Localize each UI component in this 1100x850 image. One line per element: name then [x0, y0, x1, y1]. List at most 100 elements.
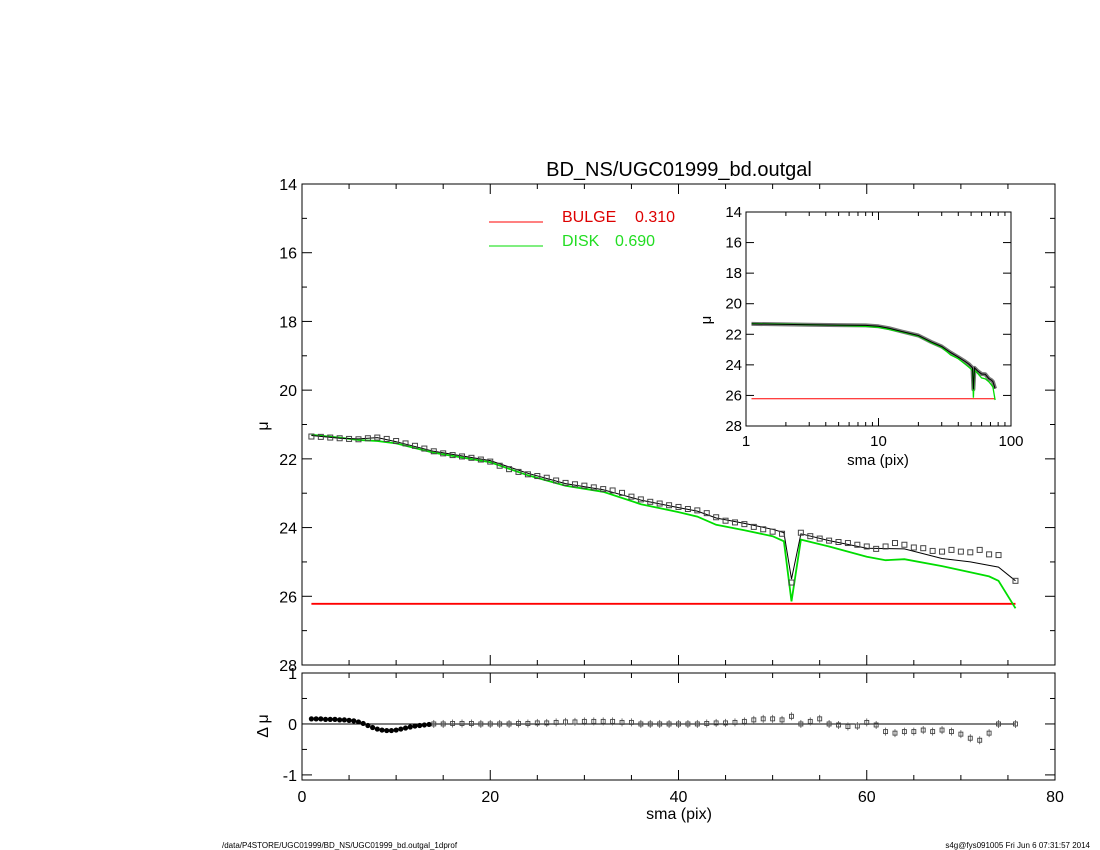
residual-point: [308, 716, 315, 722]
data-point: [487, 458, 494, 465]
residual-point: [779, 717, 785, 723]
legend-disk-value: 0.690: [615, 233, 655, 250]
main-ytick-label: 24: [279, 521, 297, 538]
inset-ytick-label: 18: [725, 265, 742, 282]
residual-point: [497, 721, 503, 727]
residual-point: [398, 726, 404, 732]
inset-ytick-label: 20: [725, 296, 742, 313]
residual-xtick-label: 80: [1046, 789, 1064, 806]
data-point: [948, 546, 955, 553]
residual-point: [657, 721, 663, 727]
residual-point: [478, 721, 484, 727]
residual-ytick-label: 0: [288, 717, 297, 734]
inset-disk-line: [751, 322, 996, 401]
residual-point: [996, 721, 1001, 727]
residual-point: [958, 731, 964, 737]
residual-point: [930, 729, 936, 735]
footer-path: /data/P4STORE/UGC01999/BD_NS/UGC01999_bd…: [222, 841, 458, 850]
residual-point: [516, 720, 521, 726]
residual-point: [313, 716, 319, 722]
data-point: [346, 435, 353, 442]
data-point: [506, 466, 513, 473]
inset-ytick-label: 24: [725, 357, 742, 374]
data-point: [1012, 577, 1019, 584]
residual-point: [544, 720, 550, 726]
residual-point: [337, 717, 343, 723]
residual-point: [807, 718, 813, 724]
residual-point: [817, 716, 823, 722]
residual-point: [318, 716, 324, 722]
residual-point: [379, 727, 385, 733]
residual-point: [402, 725, 409, 731]
data-point: [543, 474, 550, 481]
residual-point: [374, 726, 380, 732]
residual-point: [892, 730, 898, 736]
data-point: [854, 541, 861, 548]
data-point: [694, 507, 701, 514]
legend: BULGE 0.310 DISK 0.690: [489, 209, 675, 250]
data-point: [468, 454, 475, 461]
residual-point: [581, 718, 587, 724]
residual-point: [431, 721, 437, 727]
inset-ytick-label: 26: [725, 387, 742, 404]
residual-point: [836, 722, 841, 728]
residual-point: [407, 724, 413, 730]
data-point: [327, 434, 334, 441]
data-point: [581, 482, 588, 489]
residual-point: [789, 713, 794, 719]
data-point: [402, 440, 409, 447]
data-point: [421, 445, 428, 452]
data-point: [779, 530, 786, 537]
residual-point: [1013, 721, 1018, 727]
residual-point: [901, 729, 907, 735]
main-ytick-label: 20: [279, 383, 297, 400]
residual-xtick-label: 0: [298, 789, 307, 806]
residual-point: [360, 720, 366, 727]
data-point: [713, 514, 720, 521]
inset-ylabel: μ: [698, 316, 715, 325]
residual-point: [572, 719, 578, 725]
residual-point: [628, 719, 634, 725]
data-point: [995, 552, 1002, 559]
residual-point: [369, 724, 376, 731]
legend-disk-name: DISK: [562, 233, 600, 250]
data-point: [459, 453, 466, 460]
data-point: [967, 549, 974, 556]
data-point: [722, 517, 729, 524]
data-point: [647, 498, 654, 505]
data-point: [666, 502, 673, 509]
data-point: [515, 468, 522, 475]
data-point: [741, 521, 748, 528]
residual-point: [760, 716, 766, 722]
main-ytick-label: 26: [279, 589, 297, 606]
data-point: [901, 541, 908, 548]
residual-point: [741, 718, 747, 724]
residual-point: [388, 727, 395, 734]
residual-point: [967, 735, 973, 741]
residual-point: [487, 721, 493, 727]
residual-panel: 10-10 20 40 60 80 sma (pix) Δ μ: [255, 666, 1064, 823]
disk-line: [311, 433, 1017, 609]
residual-point: [723, 720, 729, 726]
data-point: [976, 546, 983, 553]
data-point: [684, 506, 691, 513]
data-point: [807, 533, 814, 540]
residual-ytick-label: 1: [288, 666, 297, 683]
residual-point: [417, 722, 423, 729]
data-point: [873, 545, 880, 552]
data-point: [496, 462, 503, 469]
residual-point: [421, 722, 427, 728]
data-point: [317, 433, 324, 440]
residual-point: [450, 720, 456, 726]
residual-point: [770, 716, 776, 722]
data-point: [477, 456, 484, 463]
data-point: [364, 435, 371, 442]
residual-point: [666, 721, 672, 727]
residual-point: [949, 729, 954, 735]
residual-point: [600, 718, 606, 724]
data-point: [986, 551, 993, 558]
residual-point: [534, 720, 540, 726]
residual-point: [798, 721, 804, 727]
data-point: [336, 435, 343, 442]
residual-point: [426, 721, 432, 728]
